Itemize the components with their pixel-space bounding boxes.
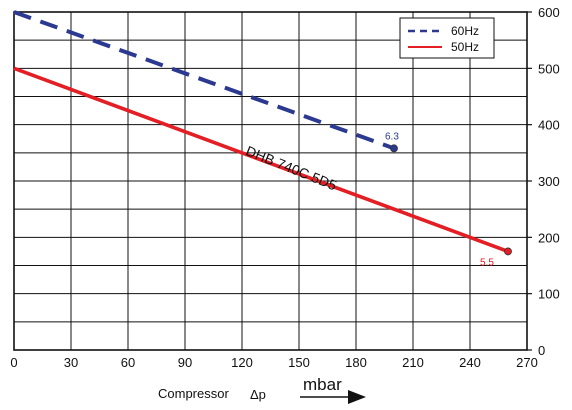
series-endpoint-50hz <box>504 247 512 256</box>
x-tick-label: 210 <box>402 355 424 370</box>
x-axis-delta-p: Δp <box>250 387 266 402</box>
unit-label: mbar <box>303 375 342 394</box>
legend-label-60hz: 60Hz <box>451 24 479 38</box>
y-tick-label: 200 <box>538 230 560 245</box>
series-line-60hz <box>13 10 395 151</box>
series-endpoint-60hz <box>390 144 398 153</box>
y-tick-label: 600 <box>538 5 560 20</box>
arrow-icon <box>300 390 366 404</box>
x-tick-label: 60 <box>121 355 135 370</box>
y-tick-label: 100 <box>538 287 560 302</box>
curve-annotation: DHB 740C 5D5 <box>244 142 340 193</box>
x-tick-label: 270 <box>516 355 538 370</box>
x-tick-label: 150 <box>288 355 310 370</box>
y-tick-label: 300 <box>538 174 560 189</box>
y-tick-label: 400 <box>538 118 560 133</box>
x-tick-label: 240 <box>459 355 481 370</box>
legend-label-50hz: 50Hz <box>451 40 479 54</box>
series-end-label-60hz: 6.3 <box>385 131 399 142</box>
x-tick-label: 30 <box>64 355 78 370</box>
legend-box <box>399 17 495 59</box>
axes <box>13 11 532 351</box>
y-tick-label: 0 <box>538 343 545 358</box>
legend: 60Hz 50Hz <box>399 17 495 59</box>
series-lines <box>13 10 509 254</box>
x-tick-label: 90 <box>178 355 192 370</box>
x-tick-label: 180 <box>345 355 367 370</box>
y-tick-labels: 0 100 200 300 400 500 600 <box>538 5 560 358</box>
x-tick-labels: 0 30 60 90 120 150 180 210 240 270 <box>10 355 537 370</box>
series-end-label-50hz: 5.5 <box>480 257 494 268</box>
series-line-50hz <box>13 66 509 254</box>
x-tick-label: 0 <box>10 355 17 370</box>
x-axis-label: Compressor <box>158 386 229 401</box>
y-tick-label: 500 <box>538 61 560 76</box>
series-endpoints: 6.3 5.5 <box>385 131 512 268</box>
x-tick-label: 120 <box>231 355 253 370</box>
grid-lines <box>13 11 528 351</box>
